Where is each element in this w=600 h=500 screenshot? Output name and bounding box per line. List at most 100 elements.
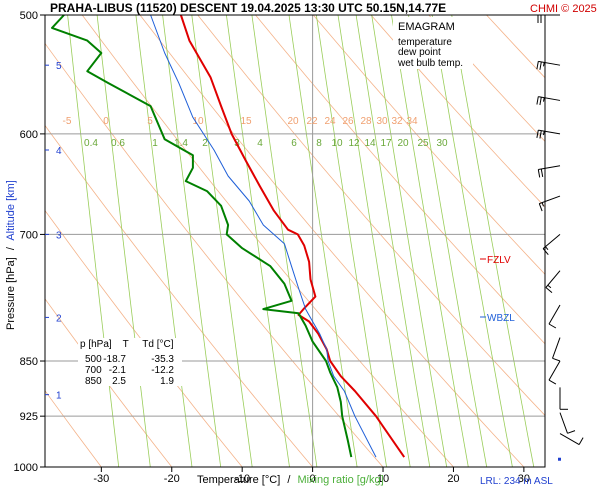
y-tick-label: 500: [20, 10, 38, 22]
mixing-ratio-label: 30: [436, 138, 448, 149]
dry-adiabat: [465, 0, 600, 499]
barb-flag: [552, 357, 561, 362]
mixing-ratio-line: [251, 15, 318, 467]
mixing-ratio-label: 1.4: [174, 138, 188, 149]
mixing-ratio-label: 20: [397, 138, 409, 149]
altitude-tick-label: 5: [56, 61, 62, 72]
wbzl-label: WBZL: [487, 313, 515, 324]
barb-flag: [578, 437, 584, 445]
mixing-ratio-label: 2: [202, 138, 208, 149]
series-wet-bulb-temp: [150, 14, 377, 458]
legend-temperature: temperature: [398, 37, 452, 48]
y-tick-label: 1000: [14, 462, 38, 474]
x-tick-label: 10: [377, 473, 389, 485]
barb-shaft: [542, 234, 561, 249]
barb-flag: [548, 379, 557, 385]
y-tick-label: 700: [20, 229, 38, 241]
altitude-tick-label: 3: [56, 230, 62, 241]
barb-flag: [543, 62, 545, 67]
wind-barbs: [536, 14, 584, 461]
wind-barb: [548, 304, 561, 329]
barb-shaft: [538, 96, 561, 101]
x-axis-title: Temperature [°C] / Mixing ratio [g/kg]: [197, 474, 384, 486]
barb-shaft: [559, 433, 580, 446]
x-tick-label: -20: [164, 473, 180, 485]
mixing-ratio-label: 12: [348, 138, 360, 149]
mixing-ratio-line: [288, 15, 358, 467]
barb-flag: [542, 248, 549, 256]
dry-adiabat: [45, 209, 243, 467]
xlabel-mixing: Mixing ratio [g/kg]: [297, 474, 383, 486]
wind-barb: [558, 457, 561, 461]
barb-flag: [539, 130, 542, 139]
dry-adiabat-label: 34: [406, 116, 418, 127]
dry-adiabat-label: 5: [147, 116, 153, 127]
altitude-tick-label: 1: [56, 391, 62, 402]
mixing-ratio-line: [135, 15, 193, 467]
values-row-p: 700: [85, 365, 102, 376]
wind-barb: [536, 96, 561, 106]
values-table: p [hPa] T Td [°C] 500 -18.7 -35.3 700 -2…: [78, 338, 182, 387]
wind-barb: [537, 14, 560, 23]
dry-adiabat-label: 24: [324, 116, 336, 127]
dry-adiabat: [45, 298, 173, 467]
mixing-ratio-line: [225, 15, 290, 467]
mixing-ratio-label: 8: [316, 138, 322, 149]
dry-adiabat-label: 32: [391, 116, 403, 127]
wind-barb: [537, 165, 561, 178]
wind-barb: [552, 337, 561, 362]
dry-adiabat-label: 28: [360, 116, 372, 127]
barb-flag: [545, 246, 549, 251]
mixing-ratio-line: [337, 15, 411, 467]
mixing-ratio-line: [408, 15, 488, 467]
mixing-ratio-line: [191, 15, 253, 467]
dry-adiabat: [485, 15, 545, 79]
values-row-td: -35.3: [151, 354, 174, 365]
wind-barb: [536, 129, 561, 139]
mixing-ratio-line: [315, 15, 388, 467]
mixing-ratio-label: 25: [417, 138, 429, 149]
dry-adiabat-label: 22: [306, 116, 318, 127]
values-row-t: 2.5: [112, 376, 126, 387]
mixing-ratio-label: 6: [291, 138, 297, 149]
values-table-bg: [78, 338, 182, 386]
series-dew-point: [51, 14, 353, 458]
barb-shaft: [552, 337, 561, 359]
barb-shaft: [545, 270, 561, 288]
y-tick-label: 600: [20, 129, 38, 141]
series-layer: [51, 14, 406, 458]
values-row-td: -12.2: [151, 365, 174, 376]
dry-adiabat: [254, 15, 545, 345]
legend-wet-bulb: wet bulb temp.: [397, 58, 463, 69]
dry-adiabat: [45, 124, 314, 467]
dry-adiabat-label: 20: [287, 116, 299, 127]
wind-barb: [559, 387, 568, 410]
barb-flag: [536, 61, 539, 70]
dry-adiabat-label: -5: [63, 116, 72, 127]
barb-shaft: [548, 304, 561, 325]
credit: CHMI © 2025: [530, 3, 597, 15]
altitude-tick-label: 2: [56, 313, 62, 324]
values-row-td: 1.9: [160, 376, 174, 387]
ylabel-pressure: Pressure [hPa]: [5, 257, 17, 330]
barb-shaft: [559, 412, 568, 434]
calm-marker: [558, 457, 561, 461]
dry-adiabat-label: 15: [240, 116, 252, 127]
mixing-ratio-label: 17: [380, 138, 392, 149]
values-table-header: p [hPa] T Td [°C]: [80, 339, 174, 350]
x-tick-label: 20: [447, 473, 459, 485]
x-tick-label: -10: [234, 473, 250, 485]
dry-adiabat: [370, 15, 545, 208]
mixing-ratio-line: [355, 15, 431, 467]
x-tick-label: 30: [518, 473, 530, 485]
series-temperature: [179, 14, 406, 458]
barb-flag: [539, 61, 542, 70]
barb-flag: [543, 131, 545, 136]
wind-barb: [536, 60, 561, 70]
barb-flag: [543, 97, 545, 102]
barb-shaft: [548, 360, 561, 381]
wind-barb: [548, 360, 561, 385]
